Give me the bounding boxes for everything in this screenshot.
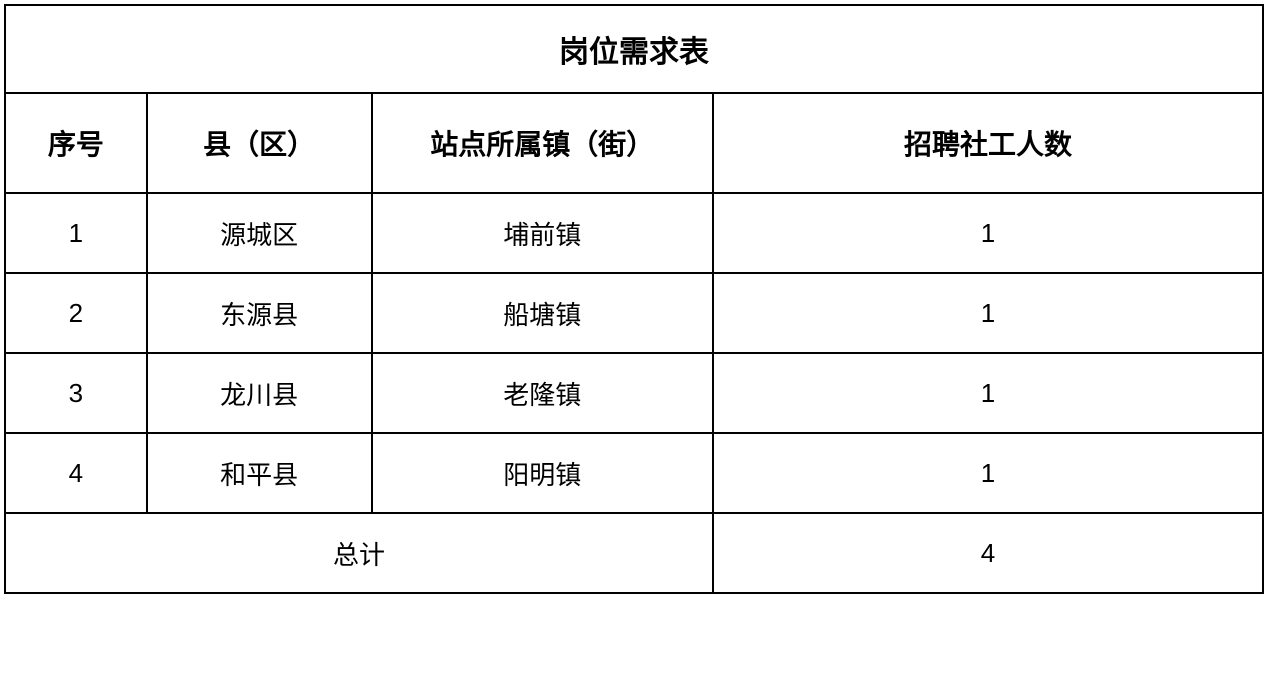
cell-county: 和平县	[147, 433, 372, 513]
table-row: 2 东源县 船塘镇 1	[5, 273, 1263, 353]
cell-count: 1	[713, 353, 1263, 433]
total-label: 总计	[5, 513, 713, 593]
total-value: 4	[713, 513, 1263, 593]
column-header-county: 县（区）	[147, 93, 372, 193]
cell-index: 3	[5, 353, 147, 433]
cell-town: 老隆镇	[372, 353, 714, 433]
cell-count: 1	[713, 193, 1263, 273]
table-header-row: 序号 县（区） 站点所属镇（街） 招聘社工人数	[5, 93, 1263, 193]
cell-index: 2	[5, 273, 147, 353]
column-header-town: 站点所属镇（街）	[372, 93, 714, 193]
cell-count: 1	[713, 273, 1263, 353]
cell-county: 龙川县	[147, 353, 372, 433]
cell-index: 1	[5, 193, 147, 273]
table-title-row: 岗位需求表	[5, 5, 1263, 93]
column-header-count: 招聘社工人数	[713, 93, 1263, 193]
cell-county: 东源县	[147, 273, 372, 353]
position-demand-table: 岗位需求表 序号 县（区） 站点所属镇（街） 招聘社工人数 1 源城区 埔前镇 …	[4, 4, 1264, 594]
table-total-row: 总计 4	[5, 513, 1263, 593]
cell-count: 1	[713, 433, 1263, 513]
cell-town: 埔前镇	[372, 193, 714, 273]
cell-index: 4	[5, 433, 147, 513]
table-title: 岗位需求表	[5, 5, 1263, 93]
table-row: 4 和平县 阳明镇 1	[5, 433, 1263, 513]
cell-county: 源城区	[147, 193, 372, 273]
table-row: 3 龙川县 老隆镇 1	[5, 353, 1263, 433]
column-header-index: 序号	[5, 93, 147, 193]
cell-town: 船塘镇	[372, 273, 714, 353]
table-row: 1 源城区 埔前镇 1	[5, 193, 1263, 273]
cell-town: 阳明镇	[372, 433, 714, 513]
